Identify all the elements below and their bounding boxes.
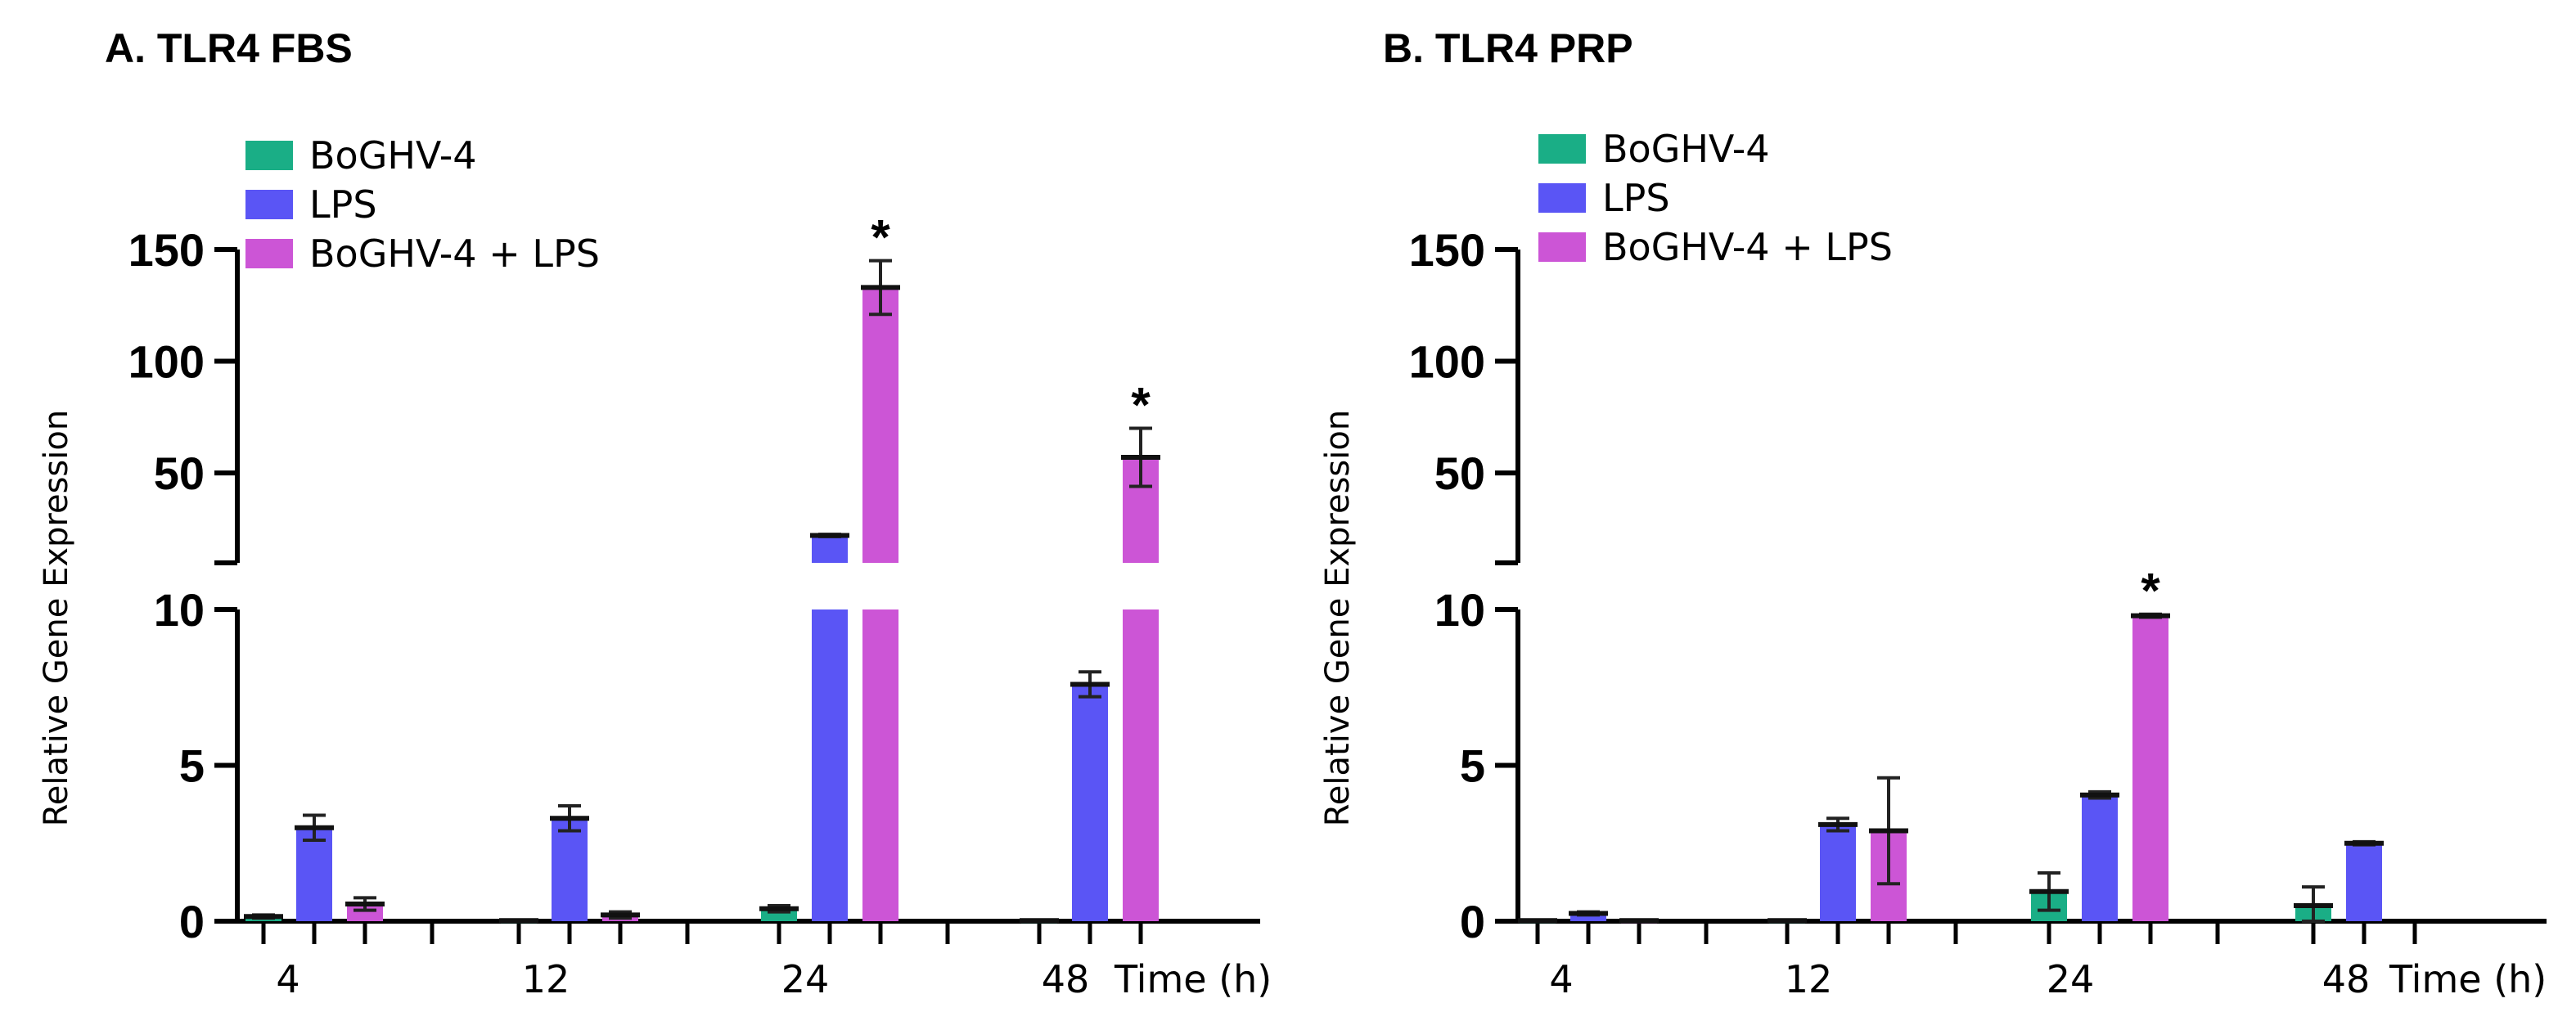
legend-label: BoGHV-4 [309,133,477,178]
significance-star: * [1131,377,1151,432]
bar-lower-segment [812,609,848,921]
y-tick-label: 10 [154,584,205,636]
x-category-label: 48 [1042,957,1090,1001]
y-tick-label: 5 [1460,740,1485,792]
bar-lps [1072,684,1108,921]
y-tick-label: 100 [1409,336,1485,388]
y-axis-label: Relative Gene Expression [1319,410,1357,826]
legend-swatch [1538,232,1586,262]
x-category-label: 24 [2047,957,2095,1001]
x-category-label: 12 [522,957,570,1001]
legend-label: BoGHV-4 + LPS [309,232,600,276]
significance-star: * [2141,564,2160,618]
y-axis-label: Relative Gene Expression [38,410,75,826]
y-tick-label: 0 [1460,896,1485,947]
significance-star: * [871,210,890,265]
y-tick-label: 50 [154,448,205,499]
bar-boghv-4-lps [347,904,383,921]
x-axis-label: Time (h) [2389,957,2547,1001]
bar-lps [2082,794,2118,921]
y-tick-label: 150 [128,224,205,276]
y-tick-label: 10 [1434,584,1485,636]
x-axis-label: Time (h) [1114,957,1272,1001]
bar-lower-segment [1123,609,1159,921]
bar-boghv-4-lps [2132,615,2168,921]
legend-swatch [245,239,293,268]
bar-lps [1820,824,1856,921]
x-category-label: 48 [2322,957,2371,1001]
chart-title: B. TLR4 PRP [1383,25,1633,71]
legend-label: BoGHV-4 [1602,127,1770,171]
bar-lower-segment [862,609,898,921]
x-category-label: 12 [1785,957,1833,1001]
chart-title: A. TLR4 FBS [105,25,353,71]
chart-panel-a: A. TLR4 FBS Relative Gene Expression 150 10… [38,25,1272,1001]
legend-label: LPS [309,182,377,227]
legend-swatch [245,190,293,219]
legend-swatch [1538,134,1586,164]
bar-lps [2346,843,2382,921]
legend-label: BoGHV-4 + LPS [1602,225,1893,269]
y-tick-label: 150 [1409,224,1485,276]
legend-swatch [245,141,293,170]
y-tick-label: 100 [128,336,205,388]
x-category-label: 24 [781,957,830,1001]
y-tick-label: 0 [179,896,205,947]
bar-lps [296,827,332,921]
bar-lps [552,818,588,921]
legend-label: LPS [1602,176,1670,220]
y-tick-label: 50 [1434,448,1485,499]
bar-lps [1570,913,1606,921]
y-tick-label: 5 [179,740,205,792]
legend-swatch [1538,183,1586,213]
x-category-label: 4 [276,957,299,1001]
bar-upper-segment [862,287,898,563]
bar-upper-segment [812,535,848,563]
x-category-label: 4 [1549,957,1573,1001]
chart-panel-b: B. TLR4 PRP Relative Gene Expression 150 10… [1319,25,2547,1001]
